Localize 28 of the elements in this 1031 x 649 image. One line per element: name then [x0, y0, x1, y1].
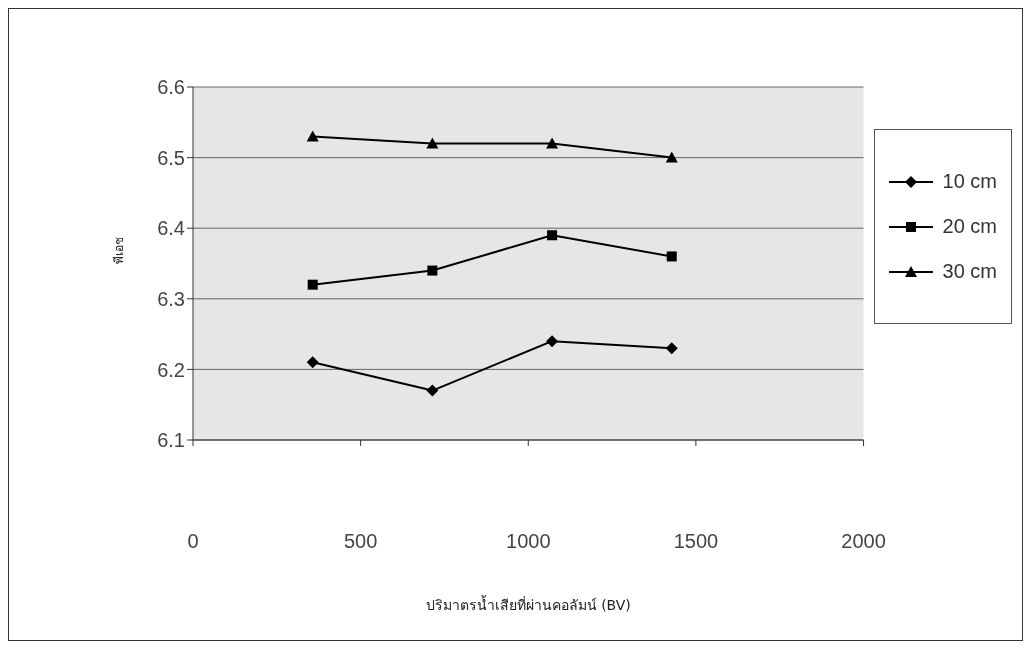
- x-tick-label: 2000: [841, 530, 886, 552]
- point: [665, 151, 678, 163]
- x-tick-label: 0: [187, 530, 199, 552]
- x-axis-title: ปริมาตรน้ำเสียที่ผ่านคอลัมน์ (BV): [425, 595, 631, 613]
- x-tick-label: 1500: [673, 530, 719, 552]
- point: [306, 130, 319, 142]
- point: [427, 265, 438, 276]
- x-tick-label: 500: [343, 530, 378, 552]
- y-tick-label: 6.3: [157, 287, 185, 310]
- y-tick-label: 6.1: [157, 429, 185, 452]
- point: [665, 342, 678, 355]
- point: [547, 230, 558, 241]
- point: [546, 335, 559, 348]
- y-axis-title: พีเอช: [112, 236, 127, 264]
- point: [426, 384, 439, 397]
- point: [546, 137, 559, 149]
- y-tick-label: 6.6: [157, 76, 185, 99]
- y-tick-label: 6.5: [157, 146, 185, 169]
- point: [306, 356, 319, 369]
- legend-label: 10 cm: [942, 170, 997, 193]
- y-tick-label: 6.2: [157, 358, 185, 381]
- point: [666, 251, 677, 262]
- point: [426, 137, 439, 149]
- y-tick-label: 6.4: [157, 217, 185, 240]
- legend-label: 30 cm: [942, 260, 997, 283]
- point: [307, 279, 318, 290]
- x-tick-label: 1000: [506, 530, 551, 552]
- legend-label: 20 cm: [942, 215, 997, 238]
